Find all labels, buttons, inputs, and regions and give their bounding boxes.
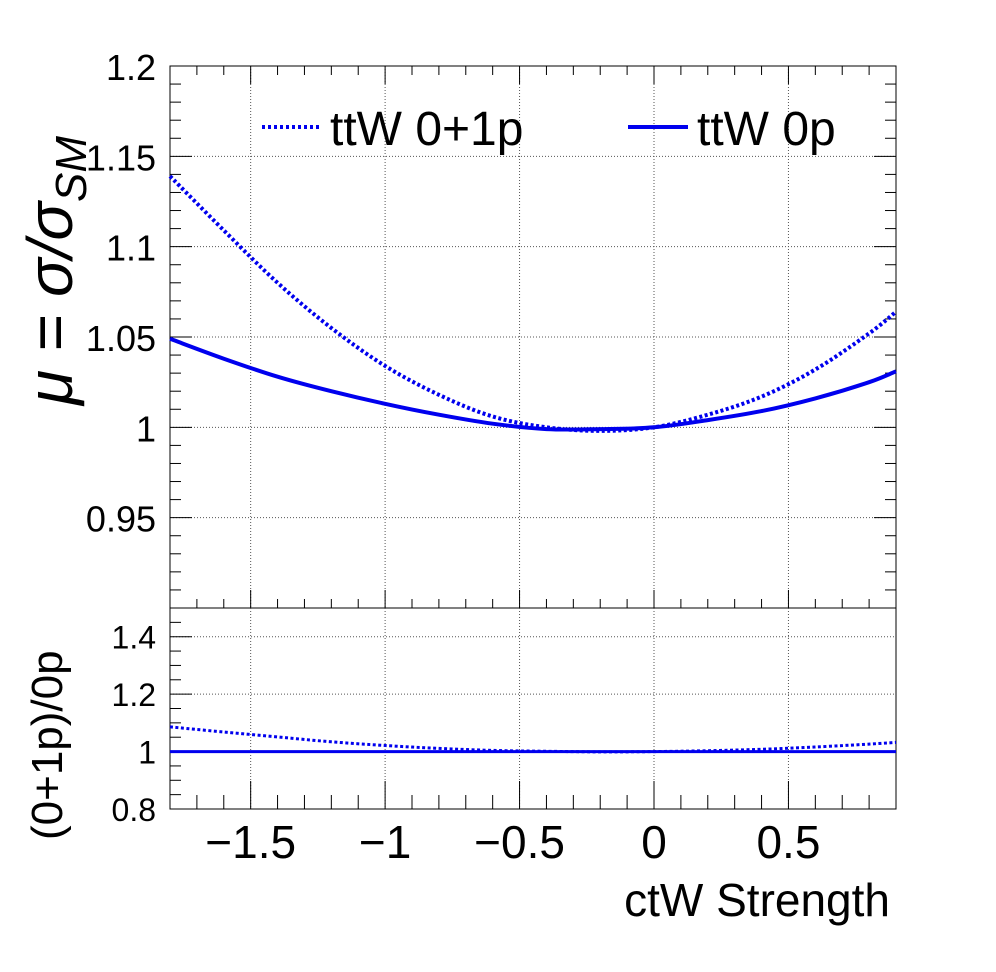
bottom-series-ttw-0p1p: [169, 725, 897, 754]
x-axis-title: ctW Strength: [624, 874, 890, 926]
x-tick-label-2: −0.5: [474, 816, 565, 868]
legend: ttW 0+1p ttW 0p: [262, 103, 836, 156]
x-tick-label-4: 0.5: [756, 816, 820, 868]
top-grid: [170, 66, 896, 608]
top-y-axis-title: μ = σ/σSM: [14, 136, 96, 407]
top-y-tick-label-3: 1.1: [106, 228, 156, 269]
bottom-plot-frame: [169, 607, 897, 810]
top-tick-marks: [169, 65, 897, 609]
top-series-ttw-0p: [169, 336, 897, 432]
top-series-ttw-0p1p: [168, 174, 898, 433]
legend-label-0p: ttW 0p: [697, 103, 836, 156]
bottom-y-axis-title: (0+1p)/0p: [23, 650, 72, 840]
x-tick-label-3: 0: [641, 816, 667, 868]
bottom-y-tick-label-2: 1.2: [112, 677, 156, 713]
bottom-y-tick-label-1: 1: [138, 735, 156, 771]
top-y-tick-label-2: 1.05: [86, 318, 156, 359]
bottom-panel: 0.8 1 1.2 1.4 −1.5 −1 −0.5 0 0.5 (0+1p)/0p ctW …: [23, 607, 897, 926]
bottom-y-tick-labels: 0.8 1 1.2 1.4: [112, 620, 156, 828]
top-panel: 0.95 1 1.05 1.1 1.15 1.2 ttW 0+1p ttW 0p μ = …: [14, 47, 898, 609]
x-tick-labels: −1.5 −1 −0.5 0 0.5: [205, 816, 820, 868]
bottom-y-tick-label-3: 1.4: [112, 620, 156, 656]
top-series-group: [168, 174, 898, 433]
top-y-tick-label-1: 1: [136, 408, 156, 449]
bottom-y-tick-label-0: 0.8: [112, 792, 156, 828]
top-y-tick-labels: 0.95 1 1.05 1.1 1.15 1.2: [86, 47, 156, 540]
top-y-axis-title-subscript: SM: [47, 136, 96, 202]
legend-label-0p1: ttW 0+1p: [330, 103, 523, 156]
x-tick-label-0: −1.5: [205, 816, 296, 868]
bottom-series-group: [169, 725, 897, 754]
top-y-tick-label-4: 1.15: [86, 137, 156, 178]
top-y-tick-label-0: 0.95: [86, 499, 156, 540]
top-y-tick-label-5: 1.2: [106, 47, 156, 88]
x-tick-label-1: −1: [359, 816, 411, 868]
top-y-axis-title-main: μ = σ/σ: [14, 200, 86, 407]
